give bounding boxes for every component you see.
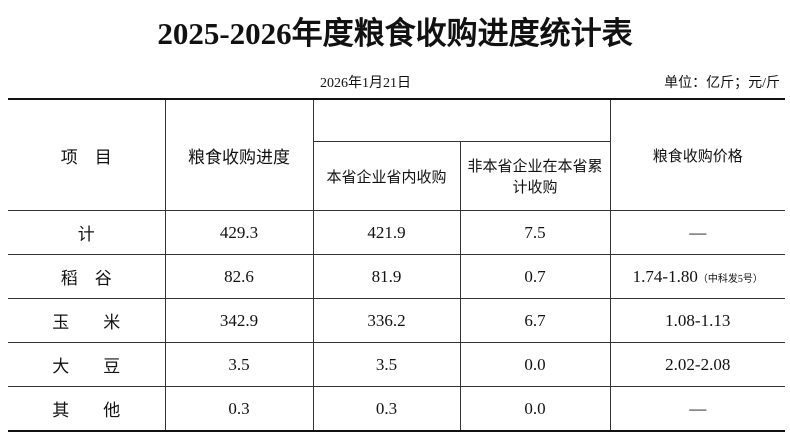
cell-text: 其 他 (52, 401, 121, 420)
header-cell: 本省企业省内收购 (313, 141, 461, 211)
cell-text: 0.3 (375, 398, 398, 418)
header-cell: 粮食收购进度 (164, 99, 314, 211)
cell-text: 0.7 (524, 266, 546, 286)
title: 2025-2026年度粮食收购进度统计表 (157, 16, 633, 51)
cell: 81.9 (312, 254, 461, 299)
cell: 3.5 (164, 342, 314, 387)
cell-text: 1.08-1.13 (665, 310, 731, 330)
header-cell: 非本省企业在本省累计收购 (459, 141, 611, 211)
cell-text: 342.9 (219, 310, 259, 330)
cell: 0.3 (312, 386, 461, 432)
cell: 2.02-2.08 (609, 342, 785, 387)
cell-text: 0.3 (228, 398, 250, 418)
cell-text: 0.0 (524, 398, 546, 418)
cell: 342.9 (164, 298, 314, 343)
cell: 稻 谷 (8, 254, 166, 299)
cell: 玉 米 (8, 298, 166, 343)
cell: — (609, 386, 785, 432)
header-blank (312, 99, 611, 142)
row: 稻 谷 82.6 81.9 0.7 1.74-1.80（中科发5号） (8, 254, 785, 299)
cell-text: 2.02-2.08 (665, 354, 731, 374)
cell-text: 3.5 (375, 354, 398, 374)
cell: 3.5 (312, 342, 461, 387)
cell: 计 (8, 210, 166, 255)
row: 其 他 0.3 0.3 0.0 — (8, 386, 785, 432)
cell-text: 82.6 (224, 266, 254, 286)
cell-text: 3.5 (228, 354, 250, 374)
cell-text: — (689, 222, 707, 242)
cell: 0.3 (164, 386, 314, 432)
cell-text: 429.3 (219, 222, 259, 242)
cell: 0.0 (459, 386, 611, 432)
cell-text: — (689, 398, 707, 418)
cell: 其 他 (8, 386, 166, 432)
row: 计 429.3 421.9 7.5 — (8, 210, 785, 255)
header-cell: 粮食收购价格 (609, 99, 785, 211)
row: 大 豆 3.5 3.5 0.0 2.02-2.08 (8, 342, 785, 387)
cell-text: 336.2 (367, 310, 406, 330)
cell-text: 0.0 (524, 354, 546, 374)
header-cell: 项 目 (8, 99, 166, 211)
cell: 7.5 (459, 210, 611, 255)
date: 2026年1月21日 (320, 76, 411, 91)
table: 项 目 粮食收购进度 粮食收购价格 本省企业省内收购 非本省企业在本省累计收购 … (8, 98, 785, 432)
cell: 82.6 (164, 254, 314, 299)
cell: 421.9 (312, 210, 461, 255)
cell: 0.0 (459, 342, 611, 387)
price-note: （中科发5号） (697, 273, 763, 285)
cell-text: 421.9 (367, 222, 406, 242)
cell-text: 81.9 (371, 266, 402, 286)
cell-text: 计 (77, 225, 95, 244)
cell: 1.08-1.13 (609, 298, 785, 343)
cell: 0.7 (459, 254, 611, 299)
cell-text: 玉 米 (52, 313, 121, 332)
cell: 336.2 (312, 298, 461, 343)
cell: — (609, 210, 785, 255)
row: 玉 米 342.9 336.2 6.7 1.08-1.13 (8, 298, 785, 343)
cell-text: 大 豆 (52, 357, 121, 376)
cell-text: 1.74-1.80 (632, 266, 698, 286)
cell: 429.3 (164, 210, 314, 255)
unit: 单位：亿斤；元/斤 (664, 76, 780, 91)
cell-text: 7.5 (524, 222, 546, 242)
cell: 大 豆 (8, 342, 166, 387)
cell-text: 6.7 (524, 310, 546, 330)
cell: 1.74-1.80（中科发5号） (609, 254, 785, 299)
cell: 6.7 (459, 298, 611, 343)
cell-text: 稻 谷 (60, 269, 112, 288)
